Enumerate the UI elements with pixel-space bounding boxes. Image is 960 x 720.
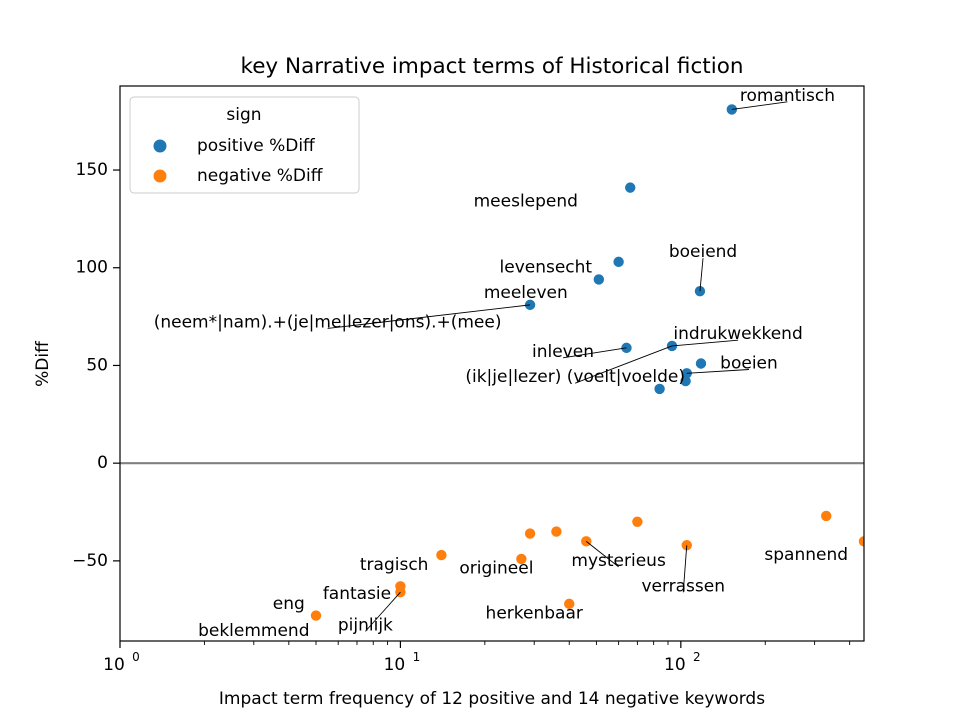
y-tick-label-3: 100 (76, 258, 108, 278)
data-point-s1-0 (821, 510, 832, 522)
legend-marker-1 (153, 169, 167, 183)
legend: sign positive %Diff negative %Diff (129, 96, 360, 194)
x-tick-exponent-0: 0 (132, 650, 140, 664)
x-tick-label-0: 10 (103, 655, 125, 675)
annotation-label-15: fantasie (323, 584, 391, 604)
x-tick-label-2: 10 (664, 655, 686, 675)
annotation-label-11: mysterieus (571, 551, 666, 571)
legend-box (129, 96, 360, 194)
annotation-label-6: indrukwekkend (673, 324, 802, 344)
data-point-s0-3 (593, 274, 605, 285)
annotation-label-0: romantisch (740, 86, 835, 106)
annotation-label-18: pijnlijk (338, 615, 393, 635)
y-axis-label: %Diff (33, 340, 53, 387)
x-tick-label-1: 10 (384, 655, 406, 675)
legend-label-0: positive %Diff (197, 136, 316, 156)
data-point-s1-7 (436, 549, 447, 561)
data-point-s1-1 (632, 516, 643, 527)
data-point-s0-0 (726, 104, 738, 115)
annotation-label-8: boeien (720, 354, 778, 374)
annotation-label-19: beklemmend (198, 621, 309, 641)
annotation-label-5: (neem*|nam).+(je|me|lezer|ons).+(mee) (154, 312, 502, 332)
data-point-s1-11 (564, 598, 575, 610)
y-tick-label-4: 150 (76, 160, 108, 180)
chart-title: key Narrative impact terms of Historical… (241, 54, 744, 79)
data-point-s0-1 (625, 182, 636, 193)
annotation-leader-4 (699, 258, 704, 292)
annotation-leader-5 (327, 304, 531, 329)
y-tick-label-2: 50 (86, 355, 108, 375)
axes-frame (119, 85, 865, 642)
x-tick-exponent-2: 2 (693, 650, 701, 664)
annotation-label-2: levensecht (500, 258, 593, 278)
annotation-leader-18 (365, 591, 401, 632)
data-point-s1-2 (551, 526, 562, 537)
data-point-s1-12 (310, 610, 322, 621)
annotation-label-17: herkenbaar (486, 604, 583, 624)
data-point-s0-11 (654, 383, 665, 395)
y-tick-label-1: 0 (97, 453, 108, 473)
data-point-s0-2 (613, 256, 624, 268)
x-axis-label: Impact term frequency of 12 positive and… (219, 689, 765, 709)
legend-marker-0 (153, 139, 167, 153)
data-point-s1-3 (524, 528, 536, 539)
legend-title: sign (226, 105, 261, 125)
y-tick-label-0: −50 (72, 551, 108, 571)
annotation-label-1: meeslepend (474, 191, 578, 211)
annotation-leader-8 (686, 369, 750, 374)
annotation-leader-12 (682, 545, 688, 593)
annotation-label-4: boeiend (669, 242, 737, 262)
annotation-label-13: tragisch (360, 555, 429, 575)
annotation-label-9: (ik|je|lezer) (voelt|voelde) (465, 367, 685, 387)
annotation-label-16: eng (273, 594, 305, 614)
annotation-leader-7 (562, 347, 627, 359)
annotation-leader-11 (585, 540, 619, 568)
data-point-s1-5 (858, 536, 864, 547)
data-point-s0-8 (695, 358, 707, 369)
annotation-leader-0 (731, 101, 788, 110)
annotation-label-7: inleven (532, 342, 594, 362)
annotation-label-12: verrassen (641, 576, 725, 596)
data-point-s0-10 (680, 375, 691, 387)
x-tick-exponent-1: 1 (413, 650, 421, 664)
annotation-leader-6 (671, 339, 739, 347)
annotation-leader-9 (575, 345, 673, 384)
plot-area: romantisch meeslepend levensecht meeleven bo… (72, 85, 865, 675)
data-point-s1-8 (516, 553, 527, 565)
annotation-label-14: origineel (459, 559, 533, 579)
annotations: romantisch meeslepend levensecht meeleven bo… (154, 86, 848, 641)
annotation-label-10: spannend (764, 545, 848, 565)
legend-label-1: negative %Diff (197, 166, 324, 186)
annotation-label-3: meeleven (484, 283, 568, 303)
